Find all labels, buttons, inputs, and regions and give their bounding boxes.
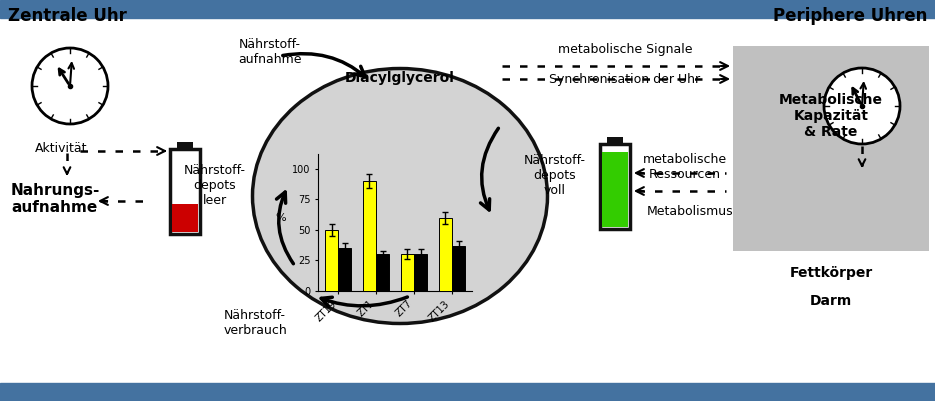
Bar bbox=[602, 152, 628, 227]
Text: Metabolismus: Metabolismus bbox=[647, 205, 733, 218]
Bar bbox=[401, 254, 414, 291]
Text: Nährstoff-
depots
leer: Nährstoff- depots leer bbox=[184, 164, 246, 207]
Text: Aktivität: Aktivität bbox=[35, 142, 88, 154]
Text: Diacylglycerol: Diacylglycerol bbox=[345, 71, 455, 85]
Bar bbox=[338, 248, 352, 291]
Circle shape bbox=[824, 68, 900, 144]
Bar bbox=[452, 246, 466, 291]
Text: metabolische Signale: metabolische Signale bbox=[558, 43, 692, 56]
Bar bbox=[0, 0, 935, 18]
Text: Fettkörper: Fettkörper bbox=[789, 266, 872, 280]
Text: Nährstoff-
verbrauch: Nährstoff- verbrauch bbox=[223, 309, 287, 337]
Text: Metabolische
Kapazität
& Rate: Metabolische Kapazität & Rate bbox=[779, 93, 883, 139]
Text: Periphere Uhren: Periphere Uhren bbox=[772, 7, 927, 25]
Bar bbox=[414, 254, 427, 291]
Text: Zentrale Uhr: Zentrale Uhr bbox=[8, 7, 127, 25]
Text: metabolische
Ressourcen: metabolische Ressourcen bbox=[643, 153, 727, 181]
Text: Nährstoff-
depots
voll: Nährstoff- depots voll bbox=[524, 154, 586, 198]
Bar bbox=[172, 204, 198, 231]
Text: Nährstoff-
aufnahme: Nährstoff- aufnahme bbox=[238, 38, 302, 66]
Bar bbox=[0, 383, 935, 401]
Text: Darm: Darm bbox=[810, 294, 852, 308]
Bar bbox=[607, 136, 623, 144]
Bar bbox=[363, 181, 376, 291]
Y-axis label: %: % bbox=[276, 213, 286, 223]
Ellipse shape bbox=[252, 69, 548, 324]
Text: Nahrungs-
aufnahme: Nahrungs- aufnahme bbox=[10, 183, 100, 215]
Bar bbox=[170, 148, 200, 233]
Bar bbox=[600, 144, 630, 229]
Bar bbox=[439, 218, 452, 291]
Bar bbox=[177, 142, 193, 148]
Bar bbox=[325, 230, 338, 291]
Bar bbox=[733, 46, 929, 251]
Circle shape bbox=[32, 48, 108, 124]
Text: Synchronisation der Uhr: Synchronisation der Uhr bbox=[550, 73, 700, 86]
Bar bbox=[376, 254, 389, 291]
